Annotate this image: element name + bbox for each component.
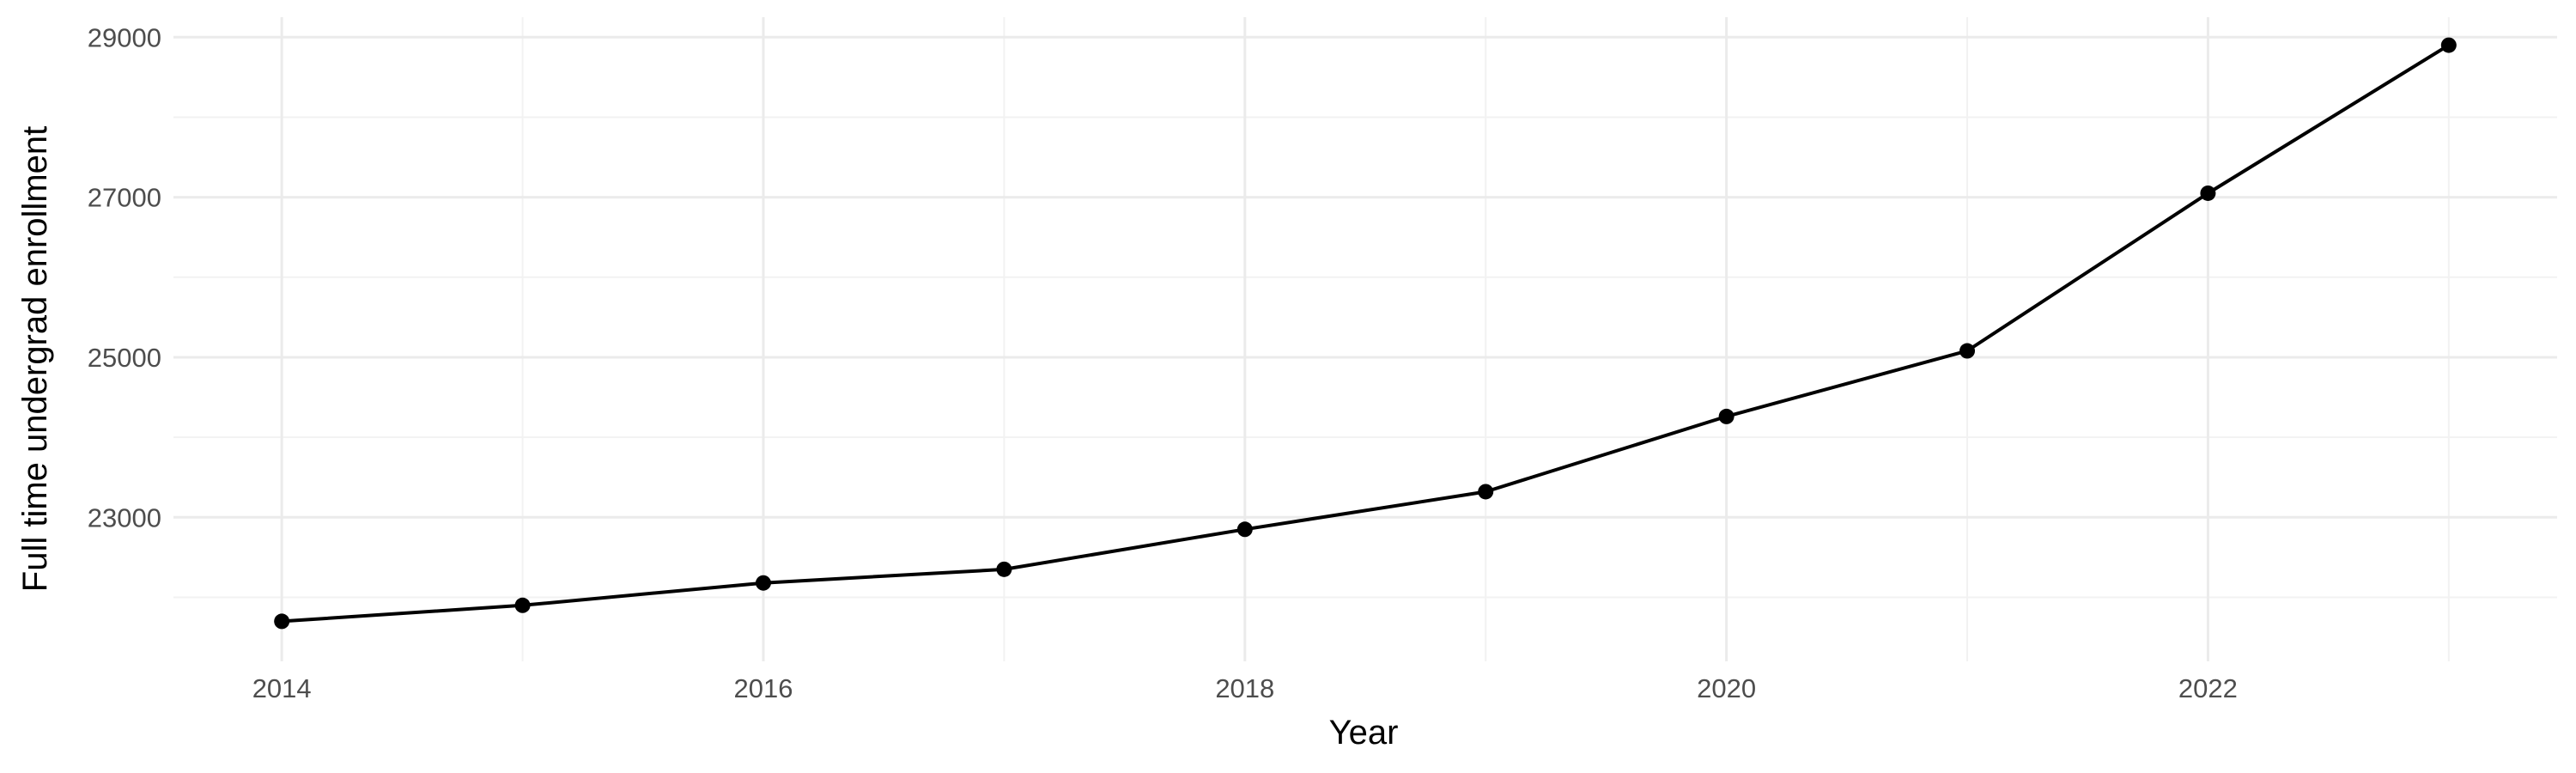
data-point <box>755 575 771 591</box>
major-grid <box>173 17 2557 661</box>
y-tick-label: 27000 <box>88 183 161 213</box>
y-tick-label: 25000 <box>88 343 161 373</box>
x-axis-title: Year <box>1329 714 1399 752</box>
minor-grid <box>173 17 2557 661</box>
data-point <box>1959 343 1976 359</box>
x-tick-label: 2020 <box>1697 673 1756 703</box>
data-point <box>1236 521 1253 538</box>
x-tick-label: 2022 <box>2178 673 2238 703</box>
series-line <box>282 43 2450 624</box>
data-point <box>514 597 531 613</box>
y-axis-title: Full time undergrad enrollment <box>16 126 54 592</box>
data-point <box>996 561 1012 577</box>
x-axis-ticks: 2014 2016 2018 2020 2022 <box>252 673 2238 703</box>
data-series <box>274 37 2457 630</box>
data-point <box>1478 484 1494 500</box>
x-tick-label: 2016 <box>734 673 793 703</box>
y-axis-ticks: 23000 25000 27000 29000 <box>88 22 161 533</box>
data-point <box>2440 37 2457 53</box>
x-tick-label: 2018 <box>1215 673 1274 703</box>
data-point <box>2200 185 2216 201</box>
y-tick-label: 23000 <box>88 502 161 533</box>
y-tick-label: 29000 <box>88 22 161 52</box>
x-tick-label: 2014 <box>252 673 312 703</box>
data-point <box>274 613 290 630</box>
data-point <box>1718 408 1735 424</box>
